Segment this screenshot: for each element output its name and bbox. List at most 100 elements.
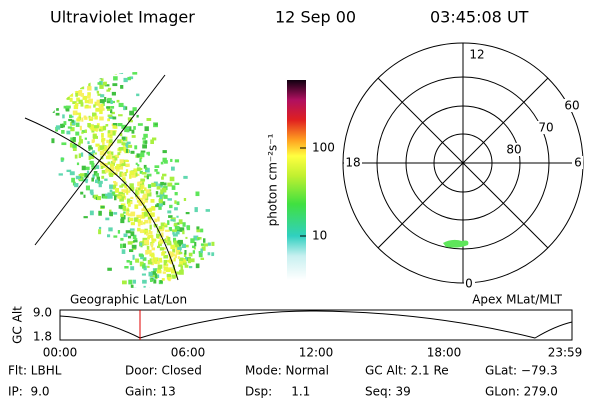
speckle bbox=[117, 230, 121, 234]
speckle bbox=[109, 134, 113, 139]
speckle bbox=[159, 198, 164, 202]
speckle bbox=[142, 137, 146, 140]
speckle bbox=[127, 76, 131, 81]
speckle bbox=[87, 92, 91, 97]
speckle bbox=[186, 225, 191, 231]
speckle bbox=[146, 192, 152, 197]
speckle bbox=[157, 245, 161, 249]
speckle bbox=[151, 254, 155, 258]
speckle bbox=[70, 76, 76, 79]
speckle bbox=[98, 106, 104, 111]
timeline-x-tick: 00:00 bbox=[43, 346, 78, 360]
speckle bbox=[119, 196, 124, 202]
speckle bbox=[62, 123, 65, 128]
speckle bbox=[85, 166, 90, 170]
speckle bbox=[163, 194, 168, 199]
speckle bbox=[109, 211, 113, 217]
speckle bbox=[124, 181, 127, 184]
speckle bbox=[61, 84, 65, 87]
speckle bbox=[195, 263, 200, 269]
speckle bbox=[80, 191, 84, 195]
speckle bbox=[74, 183, 79, 188]
speckle bbox=[116, 99, 120, 103]
speckle bbox=[74, 81, 78, 86]
speckle bbox=[44, 108, 47, 113]
speckle bbox=[147, 265, 150, 268]
speckle bbox=[93, 127, 96, 131]
speckle bbox=[149, 287, 154, 288]
speckle bbox=[94, 86, 98, 91]
speckle bbox=[139, 242, 143, 246]
speckle bbox=[134, 145, 138, 150]
speckle bbox=[140, 256, 144, 260]
speckle bbox=[72, 88, 77, 92]
speckle bbox=[89, 116, 93, 119]
speckle bbox=[183, 175, 188, 179]
speckle bbox=[185, 256, 188, 261]
speckle bbox=[128, 144, 133, 148]
info-field: GC Alt: 2.1 Re bbox=[365, 364, 449, 378]
speckle bbox=[211, 241, 215, 246]
speckle bbox=[128, 217, 134, 222]
colorbar bbox=[287, 80, 306, 280]
speckle bbox=[130, 196, 134, 200]
speckle bbox=[185, 236, 188, 239]
speckle bbox=[102, 196, 108, 199]
speckle bbox=[109, 139, 113, 143]
speckle bbox=[151, 206, 156, 211]
speckle bbox=[123, 77, 128, 83]
speckle bbox=[118, 205, 123, 209]
speckle bbox=[143, 193, 148, 199]
speckle bbox=[98, 210, 102, 216]
speckle bbox=[73, 73, 78, 77]
speckle bbox=[107, 267, 112, 271]
speckle bbox=[77, 93, 82, 96]
speckle bbox=[176, 215, 179, 218]
label-bg bbox=[464, 277, 475, 290]
speckle bbox=[124, 129, 130, 133]
speckle bbox=[139, 158, 142, 163]
speckle bbox=[80, 102, 84, 107]
speckle bbox=[102, 108, 105, 111]
speckle bbox=[120, 139, 124, 143]
speckle bbox=[135, 189, 138, 193]
speckle bbox=[169, 255, 172, 261]
speckle bbox=[109, 209, 112, 213]
speckle bbox=[107, 144, 110, 150]
speckle bbox=[72, 144, 77, 149]
speckle bbox=[113, 182, 118, 186]
speckle bbox=[87, 75, 90, 80]
speckle bbox=[65, 105, 71, 109]
speckle bbox=[60, 157, 65, 161]
speckle bbox=[132, 254, 135, 260]
label-bg bbox=[344, 156, 362, 169]
speckle bbox=[72, 110, 78, 116]
speckle bbox=[167, 259, 172, 263]
info-field: GLon: 279.0 bbox=[485, 385, 558, 399]
speckle bbox=[170, 219, 176, 222]
speckle bbox=[201, 246, 206, 251]
speckle bbox=[127, 117, 133, 121]
speckle bbox=[102, 81, 107, 86]
speckle bbox=[75, 175, 81, 180]
speckle bbox=[129, 260, 133, 266]
date: 12 Sep 00 bbox=[275, 8, 356, 27]
speckle bbox=[115, 166, 120, 170]
speckle bbox=[90, 68, 95, 72]
speckle bbox=[76, 97, 80, 102]
speckle bbox=[167, 210, 172, 214]
speckle bbox=[124, 185, 128, 189]
speckle bbox=[121, 136, 126, 140]
speckle bbox=[149, 231, 153, 235]
speckle bbox=[87, 123, 91, 128]
speckle bbox=[173, 237, 177, 243]
speckle bbox=[148, 219, 152, 224]
speckle bbox=[109, 173, 114, 177]
speckle bbox=[122, 144, 126, 147]
speckle bbox=[125, 143, 129, 149]
speckle bbox=[75, 93, 78, 97]
speckle bbox=[50, 109, 55, 113]
speckle bbox=[181, 243, 186, 248]
speckle bbox=[101, 103, 104, 109]
speckle bbox=[154, 260, 157, 265]
